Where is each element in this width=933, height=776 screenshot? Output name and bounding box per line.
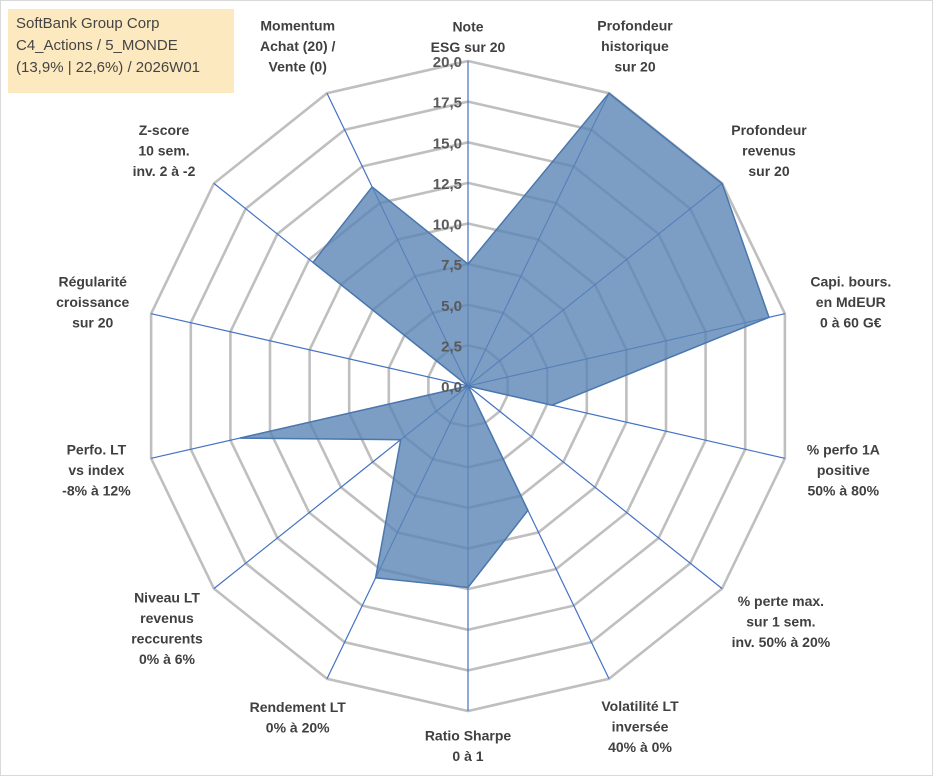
axis-label-line: sur 20 bbox=[72, 315, 113, 331]
radial-tick-labels: 0,0 2,5 5,0 7,5 10,0 12,5 15,0 17,5 20,0 bbox=[433, 54, 462, 396]
axis-label-line: Profondeur bbox=[597, 17, 673, 33]
axis-label-line: Perfo. LT bbox=[67, 442, 127, 458]
axis-label: Capi. bours. en MdEUR 0 à 60 G€ bbox=[810, 274, 891, 331]
axis-label-line: historique bbox=[601, 38, 669, 54]
stats-label: (13,9% | 22,6%) / 2026W01 bbox=[16, 59, 200, 76]
axis-label-line: 0% à 6% bbox=[139, 651, 196, 667]
axis-label-line: Profondeur bbox=[731, 122, 807, 138]
axis-label-line: inversée bbox=[612, 719, 669, 735]
axis-label-line: 0% à 20% bbox=[266, 720, 330, 736]
category-label: C4_Actions / 5_MONDE bbox=[16, 37, 178, 54]
axis-label: Niveau LT revenus reccurents 0% à 6% bbox=[131, 589, 203, 667]
axis-label: Volatilité LT inversée 40% à 0% bbox=[601, 698, 679, 755]
tick-label: 0,0 bbox=[441, 379, 462, 396]
tick-label: 17,5 bbox=[433, 95, 462, 112]
axis-label-line: sur 20 bbox=[614, 58, 655, 74]
axis-label-line: Note bbox=[452, 18, 483, 34]
axis-label-line: Capi. bours. bbox=[810, 274, 891, 290]
axis-label-line: 50% à 80% bbox=[807, 483, 879, 499]
axis-label-line: -8% à 12% bbox=[62, 483, 131, 499]
tick-label: 12,5 bbox=[433, 176, 462, 193]
axis-label-line: sur 20 bbox=[748, 163, 789, 179]
axis-label-line: revenus bbox=[140, 610, 194, 626]
axis-label: Z-score 10 sem. inv. 2 à -2 bbox=[133, 122, 196, 179]
axis-label: % perfo 1A positive 50% à 80% bbox=[807, 442, 880, 499]
axis-label: Régularité croissance sur 20 bbox=[56, 274, 129, 331]
svg-text:Rendement LT0% à 20%: Rendement LT 0% à 20% bbox=[250, 699, 347, 736]
axis-label-line: inv. 2 à -2 bbox=[133, 163, 196, 179]
axis-label: Rendement LT 0% à 20% bbox=[250, 699, 347, 736]
tick-label: 5,0 bbox=[441, 298, 462, 315]
axis-labels: Note ESG sur 20 Profondeur historique sur 20… bbox=[56, 17, 891, 764]
axis-label-line: Volatilité LT bbox=[601, 698, 679, 714]
tick-label: 10,0 bbox=[433, 217, 462, 234]
axis-label-line: revenus bbox=[742, 143, 796, 159]
axis-label-line: 0 à 1 bbox=[452, 748, 483, 764]
axis-label-line: vs index bbox=[68, 462, 124, 478]
tick-label: 20,0 bbox=[433, 54, 462, 71]
axis-label-line: Vente (0) bbox=[269, 58, 327, 74]
axis-label-line: en MdEUR bbox=[816, 294, 886, 310]
axis-label: Ratio Sharpe 0 à 1 bbox=[425, 727, 512, 764]
axis-label-line: Régularité bbox=[58, 274, 127, 290]
axis-label: Perfo. LT vs index -8% à 12% bbox=[62, 442, 131, 499]
axis-label-line: 0 à 60 G€ bbox=[820, 315, 882, 331]
axis-label: Profondeur revenus sur 20 bbox=[731, 122, 807, 179]
axis-label-line: positive bbox=[817, 462, 870, 478]
tick-label: 7,5 bbox=[441, 257, 462, 274]
axis-spoke bbox=[150, 313, 469, 387]
axis-label-line: sur 1 sem. bbox=[746, 614, 815, 630]
series-area bbox=[239, 92, 770, 589]
axis-label-line: Achat (20) / bbox=[260, 38, 336, 54]
info-box: SoftBank Group Corp C4_Actions / 5_MONDE… bbox=[8, 9, 234, 93]
axis-label-line: croissance bbox=[56, 294, 129, 310]
axis-label-line: ESG sur 20 bbox=[431, 39, 506, 55]
axis-label-line: Ratio Sharpe bbox=[425, 727, 512, 743]
axis-spoke bbox=[467, 385, 723, 590]
axis-label-line: Rendement LT bbox=[250, 699, 347, 715]
company-name: SoftBank Group Corp bbox=[16, 15, 160, 32]
axis-label-line: inv. 50% à 20% bbox=[732, 634, 831, 650]
tick-label: 15,0 bbox=[433, 135, 462, 152]
axis-label-line: Momentum bbox=[260, 17, 335, 33]
axis-label-line: Z-score bbox=[139, 122, 190, 138]
axis-label-line: 10 sem. bbox=[138, 143, 189, 159]
axis-label: Profondeur historique sur 20 bbox=[597, 17, 673, 74]
axis-label-line: % perfo 1A bbox=[807, 442, 880, 458]
axis-label: % perte max. sur 1 sem. inv. 50% à 20% bbox=[732, 593, 831, 650]
axis-label-line: reccurents bbox=[131, 630, 203, 646]
axis-label-line: Niveau LT bbox=[134, 589, 200, 605]
tick-label: 2,5 bbox=[441, 338, 462, 355]
axis-label-line: 40% à 0% bbox=[608, 739, 672, 755]
axis-label: Note ESG sur 20 bbox=[431, 18, 506, 55]
svg-text:% perte max.sur 1 sem.inv. 50%: % perte max. sur 1 sem. inv. 50% à 20% bbox=[732, 593, 831, 650]
axis-label-line: % perte max. bbox=[738, 593, 824, 609]
axis-label: Momentum Achat (20) / Vente (0) bbox=[260, 17, 336, 74]
